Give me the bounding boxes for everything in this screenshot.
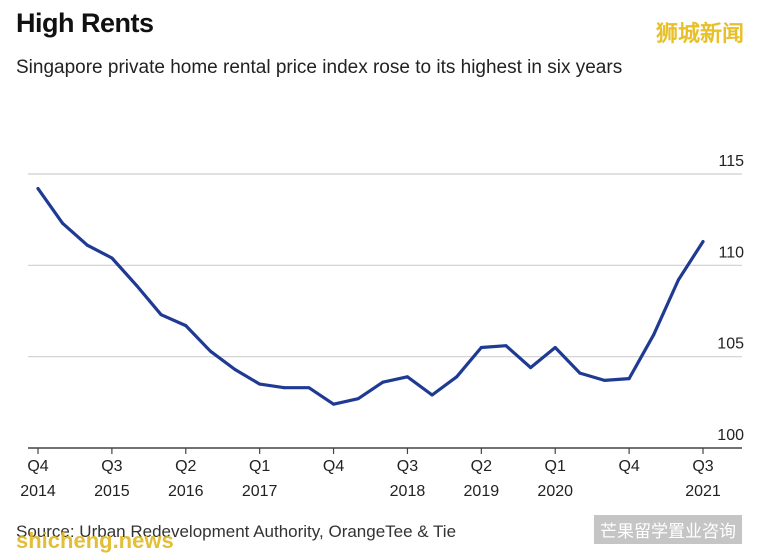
data-point xyxy=(110,256,114,260)
chart-subtitle: Singapore private home rental price inde… xyxy=(16,57,623,78)
y-tick-label: 110 xyxy=(718,244,744,261)
data-point xyxy=(430,393,434,397)
data-point xyxy=(652,333,656,337)
y-tick-label: 100 xyxy=(717,427,744,444)
data-point xyxy=(356,397,360,401)
x-tick-label: Q1 xyxy=(545,458,566,475)
data-point xyxy=(307,386,311,390)
data-point xyxy=(61,221,65,225)
x-tick-label: Q3 xyxy=(397,458,418,475)
data-point xyxy=(602,378,606,382)
x-tick-year-label: 2019 xyxy=(464,483,500,500)
y-tick-label: 115 xyxy=(718,153,744,170)
source-note: Source: Urban Redevelopment Authority, O… xyxy=(16,522,457,541)
data-point xyxy=(553,346,557,350)
x-tick-label: Q4 xyxy=(27,458,48,475)
data-point xyxy=(332,402,336,406)
data-point xyxy=(479,346,483,350)
data-point xyxy=(233,367,237,371)
watermark-bottom: shicheng.news xyxy=(16,528,174,553)
data-point xyxy=(578,371,582,375)
x-tick-year-label: 2016 xyxy=(168,483,204,500)
data-point xyxy=(282,386,286,390)
x-tick-year-label: 2020 xyxy=(537,483,573,500)
chart-title: High Rents xyxy=(16,8,154,38)
data-point xyxy=(701,240,705,244)
data-point xyxy=(405,375,409,379)
data-point xyxy=(208,349,212,353)
x-tick-year-label: 2015 xyxy=(94,483,130,500)
x-tick-year-label: 2021 xyxy=(685,483,721,500)
x-tick-label: Q3 xyxy=(692,458,713,475)
x-tick-year-label: 2018 xyxy=(390,483,426,500)
data-point xyxy=(184,324,188,328)
x-tick-label: Q1 xyxy=(249,458,270,475)
data-point xyxy=(381,380,385,384)
x-tick-label: Q2 xyxy=(175,458,196,475)
x-tick-label: Q2 xyxy=(471,458,492,475)
data-point xyxy=(85,243,89,247)
data-point xyxy=(135,283,139,287)
x-tick-year-label: 2014 xyxy=(20,483,56,500)
data-point xyxy=(529,366,533,370)
data-point xyxy=(36,187,40,191)
x-tick-label: Q3 xyxy=(101,458,122,475)
series-line xyxy=(36,187,705,406)
x-tick-label: Q4 xyxy=(323,458,344,475)
x-tick-label: Q4 xyxy=(618,458,639,475)
y-tick-label: 105 xyxy=(717,336,744,353)
data-point xyxy=(676,278,680,282)
data-point xyxy=(159,313,163,317)
data-point xyxy=(504,344,508,348)
x-tick-year-label: 2017 xyxy=(242,483,278,500)
watermark-top: 狮城新闻 xyxy=(655,22,744,47)
data-point xyxy=(627,377,631,381)
watermark-right: 芒果留学置业咨询 xyxy=(594,515,742,544)
data-point xyxy=(258,382,262,386)
data-point xyxy=(455,375,459,379)
